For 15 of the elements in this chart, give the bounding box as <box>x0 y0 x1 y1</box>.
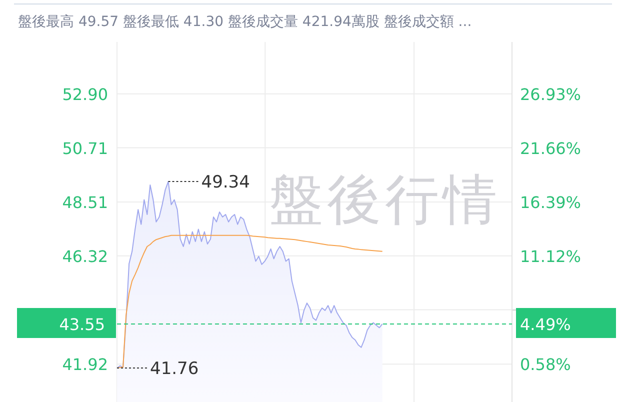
annotation: 41.76 <box>150 359 199 380</box>
text: 4.49% <box>520 314 571 334</box>
y-tick-label: 48.51 <box>62 192 108 212</box>
y2-tick-label: 0.58% <box>520 355 571 374</box>
y2-tick-label: 11.12% <box>520 246 582 266</box>
y2-tick-label: 21.66% <box>520 138 582 158</box>
ref-line-label: 43.55 <box>59 314 105 334</box>
y-tick-label: 41.92 <box>62 355 108 374</box>
y-tick-label: 50.71 <box>62 138 108 158</box>
y2-tick-label: 16.39% <box>520 192 582 212</box>
annotation: 49.34 <box>201 172 250 193</box>
chart-subtitle: 盤後最高 49.57 盤後最低 41.30 盤後成交量 421.94萬股 盤後成交額 ... <box>18 14 472 30</box>
y-tick-label: 52.90 <box>62 84 108 104</box>
y2-tick-label: 26.93% <box>520 84 582 104</box>
y-tick-label: 46.32 <box>62 246 108 266</box>
